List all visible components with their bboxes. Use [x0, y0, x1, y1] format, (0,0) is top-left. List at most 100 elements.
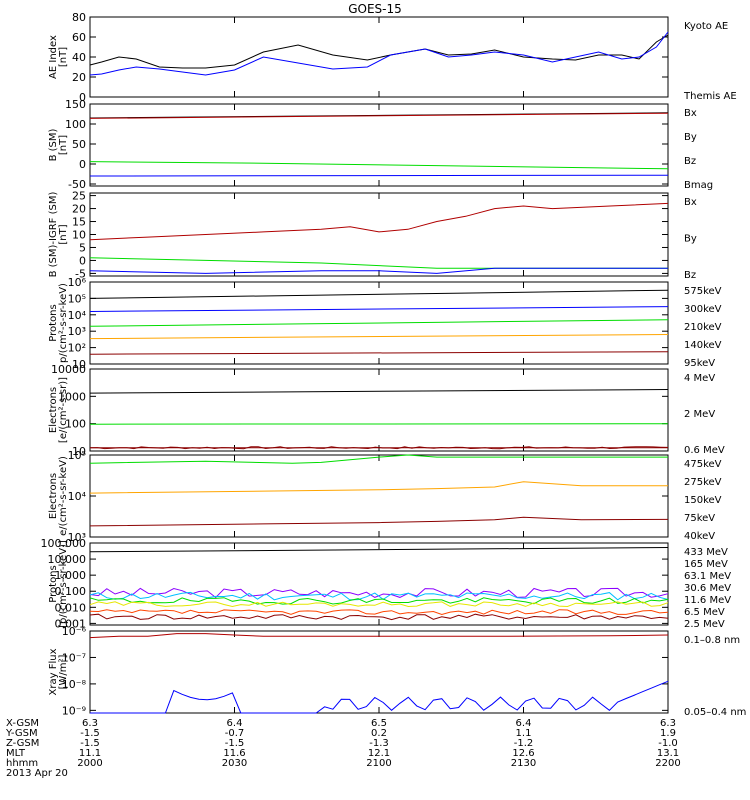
y-tick-label: 100 — [65, 118, 86, 131]
panel-frame — [89, 368, 669, 452]
x-axis-row-value: 2100 — [366, 758, 391, 769]
legend-entry: 75keV — [684, 513, 715, 524]
x-axis-row-value: -1.0 — [658, 738, 678, 749]
y-axis-label: [e/(cm²-s-sr)] — [58, 377, 69, 443]
x-axis-row-value: 6.3 — [82, 718, 98, 729]
y-tick-label: 0.001 — [55, 617, 87, 630]
y-tick-label: 0 — [79, 254, 86, 267]
y-tick-label: 10² — [68, 342, 86, 355]
x-axis-row-value: 12.1 — [368, 748, 390, 759]
series-line-140kev — [89, 306, 669, 312]
y-axis-label: p/(cm²-s-sr-keV) — [58, 283, 69, 363]
y-axis-label: [nT] — [58, 135, 69, 155]
series-line-bx — [89, 267, 668, 274]
y-tick-label: 1.000 — [55, 569, 87, 582]
y-axis-label: B (SM) — [48, 128, 59, 161]
series-line-150kev — [89, 454, 668, 464]
y-tick-label: 0.100 — [55, 585, 87, 598]
y-axis-label: [p/(cm²-s-sr-keV)] — [58, 540, 69, 628]
legend-entry: By — [684, 132, 697, 143]
series-line-210kev — [89, 319, 669, 327]
legend-entry: 2 MeV — [684, 409, 715, 420]
legend-entry: 0.05–0.4 nm — [684, 707, 746, 718]
series-line-95kev — [89, 289, 669, 299]
legend-entry: 2.5 MeV — [684, 619, 725, 630]
x-axis-row-label: Z-GSM — [6, 738, 39, 749]
x-axis-row-label: MLT — [6, 748, 26, 759]
x-axis-row-value: -1.5 — [80, 738, 100, 749]
series-line-proton-yellow — [89, 601, 669, 608]
y-tick-label: 0.010 — [55, 601, 87, 614]
legend-entry: 0.6 MeV — [684, 445, 725, 456]
legend-entry: 275keV — [684, 477, 722, 488]
legend-entry: 30.6 MeV — [684, 583, 731, 594]
legend-entry: 475keV — [684, 459, 722, 470]
legend-entry: 0.1–0.8 nm — [684, 635, 740, 646]
y-tick-label: 100.000 — [41, 537, 87, 550]
legend-entry: 63.1 MeV — [684, 571, 731, 582]
y-tick-label: -5 — [75, 267, 86, 280]
x-axis-row-value: -1.3 — [369, 738, 389, 749]
legend-entry: 140keV — [684, 340, 722, 351]
legend-entry: 4 MeV — [684, 373, 715, 384]
legend-entry: 575keV — [684, 286, 722, 297]
figure-title: GOES-15 — [348, 2, 402, 16]
x-axis-row-value: 6.3 — [660, 718, 676, 729]
y-tick-label: 10⁻⁸ — [62, 678, 87, 691]
x-axis-row-value: -0.7 — [225, 728, 245, 739]
x-axis-row-value: -1.2 — [514, 738, 534, 749]
x-axis-row-value: 2200 — [655, 758, 680, 769]
panel-b: -50 0 50 100 150 B (SM) [nT] Bx By Bz Bmag — [48, 98, 713, 191]
legend-entry: Kyoto AE — [684, 21, 728, 32]
y-tick-label: 15 — [72, 216, 86, 229]
y-tick-label: 100 — [65, 418, 86, 431]
legend-entry: By — [684, 234, 697, 245]
y-axis-label: B (SM)-IGRF (SM) — [48, 192, 59, 278]
panel-protons: 10 10² 10³ 10⁴ 10⁵ 10⁶ Protons p/(cm²-s-sr-keV)… — [48, 276, 722, 371]
legend-entry: Bz — [684, 270, 696, 281]
x-axis-row-value: 2000 — [77, 758, 102, 769]
y-tick-label: 10 — [72, 358, 86, 371]
y-tick-label: 10³ — [68, 531, 86, 544]
x-axis-row-value: 2030 — [222, 758, 247, 769]
x-axis-row-value: 1.9 — [660, 728, 676, 739]
x-axis-row-label: X-GSM — [6, 718, 39, 729]
legend-entry: 95keV — [684, 358, 715, 369]
x-axis-row-value: 6.4 — [516, 718, 532, 729]
y-tick-label: 20 — [72, 203, 86, 216]
panel-electrons2: 10³ 10⁴ 10⁵ Electrons e/(cm²-s-sr-keV) 475keV… — [48, 449, 722, 544]
x-axis-row-value: -1.5 — [225, 738, 245, 749]
y-tick-label: 10.000 — [48, 553, 87, 566]
series-line-by — [89, 161, 669, 170]
legend-entry: Bx — [684, 197, 697, 208]
x-axis-row-value: 6.4 — [227, 718, 243, 729]
series-line-275kev — [89, 481, 668, 494]
series-line-proton-green — [89, 597, 669, 605]
legend-entry: 433 MeV — [684, 547, 728, 558]
x-axis-row-value: 11.6 — [223, 748, 245, 759]
y-tick-label: -50 — [68, 178, 86, 191]
x-axis-row-value: 0.2 — [371, 728, 387, 739]
series-line-0-05-0-4-nm — [90, 680, 669, 714]
y-axis-label: Electrons — [48, 387, 59, 433]
y-axis-label: Electrons — [48, 473, 59, 519]
y-axis-label: [W/m²] — [58, 654, 69, 689]
y-axis-label: Protons — [48, 565, 59, 602]
legend-entry: Bz — [684, 156, 696, 167]
y-tick-label: 40 — [72, 51, 86, 64]
series-line-kyoto-ae — [89, 31, 669, 76]
date-label: 2013 Apr 20 — [6, 768, 68, 779]
series-line-2-5-mev — [89, 547, 669, 553]
panel-frame — [89, 192, 669, 277]
legend-entry: Themis AE — [683, 91, 737, 102]
series-line-proton-brown — [89, 613, 669, 621]
series-line-themis-ae — [89, 34, 669, 69]
x-axis-row-label: Y-GSM — [5, 728, 38, 739]
y-axis-label: e/(cm²-s-sr-keV) — [58, 456, 69, 536]
y-tick-label: 10⁻⁹ — [62, 704, 86, 717]
x-axis-row-value: 6.5 — [371, 718, 387, 729]
y-tick-label: 60 — [72, 31, 86, 44]
y-tick-label: 0 — [79, 91, 86, 104]
y-tick-label: 10⁵ — [68, 449, 86, 462]
